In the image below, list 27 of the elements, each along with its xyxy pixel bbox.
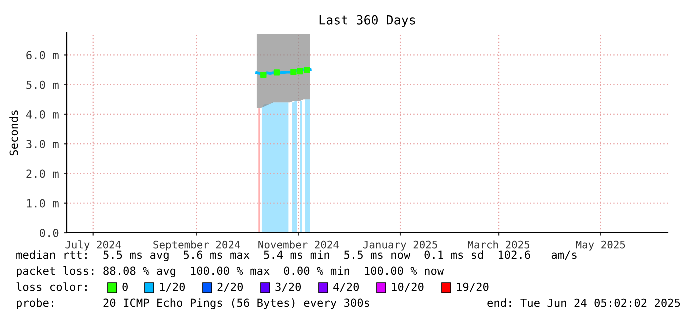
x-tick-label: March 2025 [468,240,530,249]
text: probe: 20 ICMP Echo Pings (56 Bytes) every 300s [17,298,370,310]
legend-label: 2/20 [218,282,244,292]
y-tick-label: 4.0 m [26,110,59,119]
y-tick-label: 6.0 m [26,51,59,60]
legend-label: 19/20 [457,282,489,292]
text: packet loss: 88.08 % avg 100.00 % max 0.00 % min 100.00 % now [17,266,444,278]
legend-label: 0 [122,282,128,292]
x-tick-label: July 2024 [66,240,122,251]
x-tick-label: January 2025 [363,240,438,251]
legend-label: 1/20 [160,282,186,292]
legend-label: 3/20 [276,282,302,292]
text: median rtt: 5.5 ms avg 5.6 ms max 5.4 ms min 5.5 ms now 0.1 ms sd 102.6 am/s [16,250,577,262]
chart-title: Last 360 Days [320,15,416,28]
y-tick-label: 1.0 m [27,199,59,208]
y-tick-label: 5.0 m [26,80,59,90]
x-tick-label: September 2024 [154,240,240,251]
x-tick-label: May 2025 [576,240,626,251]
text: end: Tue Jun 24 05:02:02 2025 [488,298,680,308]
x-tick-label: November 2024 [258,240,339,249]
y-tick-label: 0.0 [40,229,59,238]
legend-label: 10/20 [392,282,424,292]
y-tick-label: 3.0 m [26,140,59,149]
y-axis-title: Seconds [10,110,18,156]
legend-label: 4/20 [334,282,360,292]
legend-title: loss color: [16,282,87,292]
y-tick-label: 2.0 m [26,170,59,178]
